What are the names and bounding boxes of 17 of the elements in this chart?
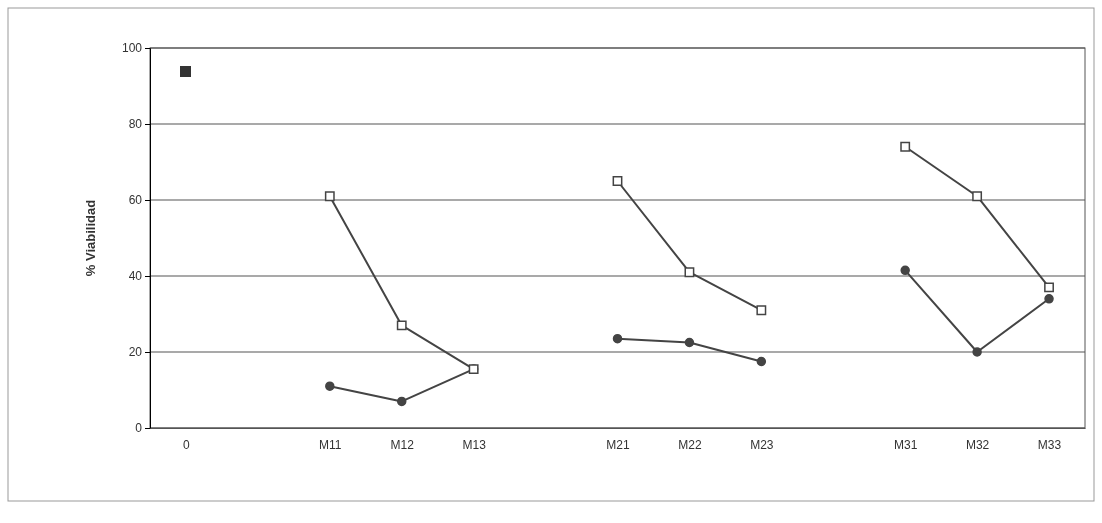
x-tick-label: M12 xyxy=(390,437,415,452)
x-tick-label: M31 xyxy=(894,437,918,452)
x-tick-label: M13 xyxy=(462,437,487,452)
y-tick-label: 80 xyxy=(128,117,143,132)
x-tick-label: M21 xyxy=(606,437,630,452)
x-tick-label: M22 xyxy=(678,437,702,452)
x-tick-label: M33 xyxy=(1037,437,1062,452)
y-tick-label: 40 xyxy=(128,269,143,284)
x-tick-label: M32 xyxy=(965,437,990,452)
y-tick-label: 60 xyxy=(128,193,143,208)
x-tick-label: M23 xyxy=(750,437,774,452)
x-tick-label: 0 xyxy=(183,437,191,452)
y-tick-label: 100 xyxy=(121,41,143,56)
y-tick-label: 20 xyxy=(128,345,143,360)
x-tick-label: M11 xyxy=(319,437,342,452)
y-axis-title: % Viabilidad xyxy=(83,199,98,277)
y-tick-label: 0 xyxy=(135,421,143,436)
